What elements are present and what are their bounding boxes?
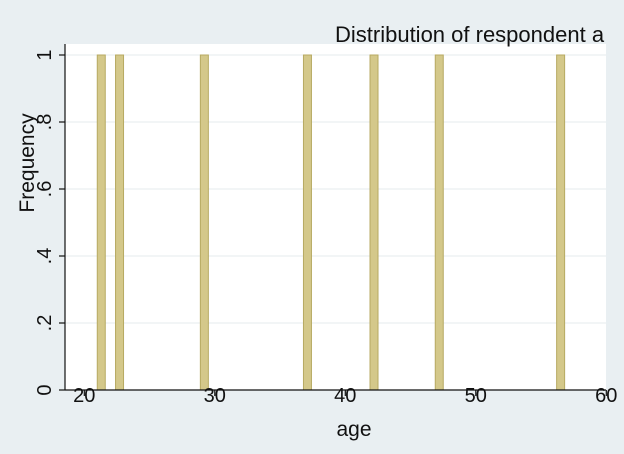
y-tick-label: .6 xyxy=(34,181,56,198)
bars xyxy=(96,54,566,391)
y-tick-label: .4 xyxy=(34,248,56,265)
grid-lines xyxy=(65,54,606,324)
histogram-bar xyxy=(115,54,125,391)
y-tick-label: .8 xyxy=(34,114,56,131)
x-tick-label: 50 xyxy=(465,385,487,407)
y-axis-title: Frequency xyxy=(16,113,39,213)
x-tick-label: 20 xyxy=(73,385,95,407)
plot-area xyxy=(65,44,606,390)
y-tick-label: 0 xyxy=(34,384,56,395)
axes xyxy=(59,44,607,396)
y-tick-label: 1 xyxy=(34,49,56,60)
histogram-bar xyxy=(434,54,444,391)
histogram-bar xyxy=(556,54,566,391)
histogram-bar xyxy=(302,54,312,391)
histogram-bar xyxy=(369,54,379,391)
histogram-bar xyxy=(96,54,106,391)
chart-title: Distribution of respondent a xyxy=(335,22,605,47)
x-axis-title: age xyxy=(336,418,371,441)
y-tick-label: .2 xyxy=(34,315,56,332)
histogram-bar xyxy=(199,54,209,391)
x-tick-label: 30 xyxy=(204,385,226,407)
x-tick-label: 40 xyxy=(334,385,356,407)
tick-labels: 0 .2 .4 .6 .8 1 20 30 40 50 60 xyxy=(34,49,617,407)
x-tick-label: 60 xyxy=(595,385,617,407)
